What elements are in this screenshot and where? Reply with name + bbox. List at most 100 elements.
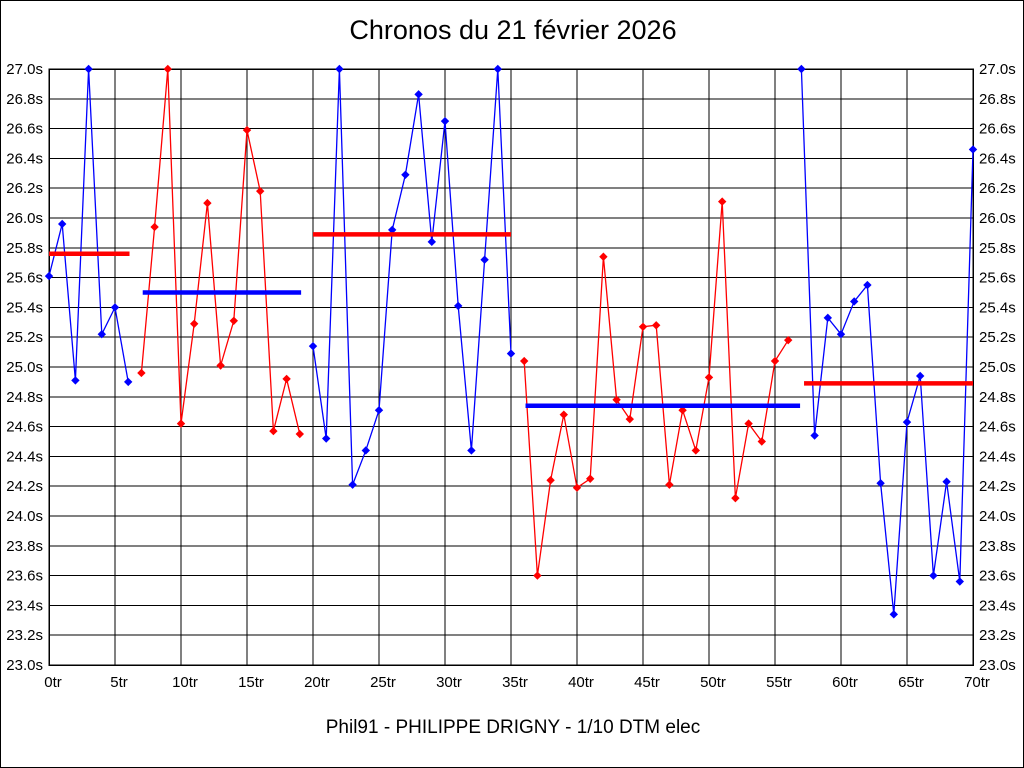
data-point-marker [308,341,318,351]
y-axis-tick-label-right: 23.8s [979,538,1016,555]
y-axis-tick-label-left: 26.8s [6,91,43,108]
data-point-marker [612,395,621,404]
data-point-marker [190,319,199,328]
x-axis-tick-label: 45tr [634,674,660,691]
data-point-marker [876,479,885,488]
y-axis-tick-label-right: 24.6s [979,419,1016,436]
data-point-marker [916,371,925,381]
data-point-marker [678,406,687,415]
y-axis-tick-label-right: 23.6s [979,568,1016,585]
x-axis-tick-label: 25tr [370,674,396,691]
data-point-marker [58,219,67,229]
data-point-marker [770,356,780,366]
y-axis-tick-label-left: 25.2s [6,329,43,346]
y-axis-tick-label-left: 25.4s [6,299,43,316]
data-point-marker [823,313,832,323]
data-point-marker [414,90,423,99]
y-axis-tick-label-left: 27.0s [6,61,43,78]
data-point-marker [955,577,964,586]
data-point-marker [493,64,502,74]
data-point-marker [84,64,93,74]
y-axis-tick-label-left: 23.4s [6,597,43,614]
y-axis-tick-label-right: 26.6s [979,121,1016,138]
data-point-marker [295,429,304,439]
x-axis-tick-label: 20tr [304,674,330,691]
y-axis-tick-label-right: 24.2s [979,478,1016,495]
x-axis-tick-label: 70tr [964,674,990,691]
data-point-marker [322,434,331,443]
data-point-marker [731,493,740,503]
data-point-marker [44,271,54,281]
y-axis-tick-label-right: 26.2s [979,180,1016,197]
y-axis-tick-label-left: 23.8s [6,538,43,555]
data-point-marker [704,373,714,382]
data-point-marker [229,316,238,326]
data-point-marker [71,376,80,385]
x-axis-tick-label: 30tr [436,674,462,691]
y-axis-tick-label-left: 26.4s [6,150,43,167]
y-axis-tick-label-right: 25.4s [979,299,1016,316]
y-axis-tick-label-right: 23.4s [979,597,1016,614]
x-axis-tick-label: 35tr [502,674,528,691]
data-point-marker [850,297,859,306]
data-point-marker [784,335,793,345]
data-point-marker [401,170,410,179]
y-axis-tick-label-left: 24.4s [6,448,43,465]
data-point-marker [97,330,106,339]
driver-footer-label: Phil91 - PHILIPPE DRIGNY - 1/10 DTM elec [325,717,701,738]
y-axis-tick-label-right: 24.0s [979,508,1016,525]
data-point-marker [335,64,344,74]
data-point-marker [810,431,819,440]
y-axis-tick-label-left: 24.6s [6,419,43,436]
data-point-marker [797,64,806,74]
data-point-marker [586,474,595,483]
lap-series-laps-36-56 [523,201,789,576]
data-point-marker [348,480,357,489]
data-point-marker [665,480,674,489]
data-point-marker [638,322,648,331]
data-point-marker [599,252,608,261]
x-axis-tick-label: 5tr [110,674,128,691]
plot-frame [48,68,974,666]
data-point-marker [216,361,225,370]
y-axis-tick-label-left: 23.0s [6,657,43,674]
y-axis-tick-label-right: 27.0s [979,61,1016,78]
data-point-marker [124,377,133,387]
y-axis-tick-label-right: 25.8s [979,240,1016,257]
x-axis-tick-label: 10tr [172,674,198,691]
y-axis-tick-label-left: 25.8s [6,240,43,257]
data-point-marker [520,356,529,366]
data-point-marker [757,437,766,446]
y-axis-tick-label-left: 24.2s [6,478,43,495]
data-point-marker [902,417,912,427]
x-axis-tick-label: 0tr [44,674,62,691]
y-axis-tick-label-left: 23.6s [6,568,43,585]
x-axis-tick-label: 60tr [832,674,858,691]
data-point-marker [388,225,397,235]
data-point-marker [691,446,700,455]
lap-series-laps-57-70 [800,68,974,615]
data-point-marker [889,610,898,619]
y-axis-tick-label-left: 25.6s [6,270,43,287]
y-axis-tick-label-left: 23.2s [6,627,43,644]
data-point-marker [533,571,542,580]
chart-title: Chronos du 21 février 2026 [349,15,677,45]
data-point-marker [440,116,450,126]
data-point-marker [968,145,978,154]
data-point-marker [836,330,846,339]
data-point-marker [361,446,370,455]
y-axis-tick-label-right: 25.6s [979,270,1016,287]
y-axis-tick-label-right: 23.2s [979,627,1016,644]
x-axis-tick-label: 55tr [766,674,792,691]
data-point-marker [744,419,753,428]
y-axis-tick-label-left: 25.0s [6,359,43,376]
data-point-marker [256,186,265,196]
y-axis-tick-label-left: 26.0s [6,210,43,227]
y-axis-tick-label-left: 26.6s [6,121,43,138]
y-axis-tick-label-right: 26.8s [979,91,1016,108]
data-point-marker [176,419,186,428]
y-axis-tick-label-right: 26.4s [979,150,1016,167]
data-point-marker [427,237,436,247]
